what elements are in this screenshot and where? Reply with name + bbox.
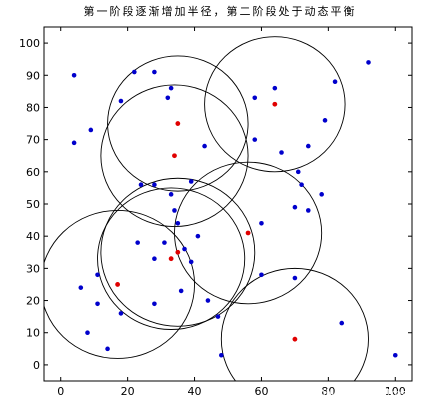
red-point-3	[245, 230, 251, 236]
red-point-4	[168, 256, 174, 262]
blue-point-32	[252, 95, 258, 101]
blue-point-33	[272, 85, 278, 91]
blue-point-29	[105, 346, 110, 352]
chart-title: 第一阶段逐渐增加半径，第二阶段处于动态平衡	[84, 4, 357, 18]
x-tick-label-100: 100	[385, 385, 406, 398]
blue-point-42	[259, 221, 264, 226]
blue-point-4	[132, 69, 137, 75]
x-tick-label-80: 80	[321, 385, 335, 398]
red-point-5	[175, 249, 181, 255]
blue-point-26	[205, 298, 211, 303]
y-tick-label-40: 40	[26, 230, 40, 243]
coverage-circle-4	[100, 177, 256, 327]
blue-point-37	[305, 143, 311, 149]
blue-point-1	[71, 140, 77, 146]
blue-point-25	[178, 288, 184, 294]
blue-point-8	[138, 182, 144, 187]
blue-point-36	[295, 169, 301, 175]
data-points	[71, 60, 398, 358]
blue-point-27	[215, 314, 221, 319]
blue-point-22	[95, 301, 100, 307]
blue-point-43	[259, 272, 264, 278]
blue-point-6	[165, 95, 171, 101]
blue-point-31	[202, 143, 207, 149]
y-tick-label-100: 100	[19, 37, 40, 50]
y-tick-label-20: 20	[26, 295, 40, 308]
coverage-circle-6	[44, 210, 195, 359]
blue-point-7	[168, 85, 174, 91]
coverage-circle-5	[97, 187, 246, 330]
x-tick-label-60: 60	[254, 385, 268, 398]
blue-point-39	[292, 204, 298, 210]
blue-point-41	[319, 192, 324, 197]
blue-point-38	[299, 182, 304, 187]
axis-ticks: 0 20 40 60 80 100 0 10 20 30 40 50 60 70 80 90 100	[19, 27, 412, 398]
y-tick-label-10: 10	[26, 327, 40, 340]
coverage-circles	[44, 36, 369, 381]
coverage-circle-3	[174, 161, 323, 305]
blue-point-21	[78, 285, 84, 290]
x-tick-label-0: 0	[57, 385, 64, 398]
blue-point-16	[182, 246, 187, 252]
y-tick-label-0: 0	[33, 359, 40, 372]
blue-point-30	[219, 352, 224, 358]
y-tick-label-50: 50	[26, 198, 40, 211]
blue-point-17	[195, 233, 201, 239]
y-tick-label-90: 90	[26, 69, 40, 82]
blue-point-45	[322, 118, 328, 123]
coverage-circle-0	[107, 55, 249, 192]
blue-point-40	[305, 208, 311, 213]
y-tick-label-70: 70	[26, 134, 40, 147]
red-point-2	[272, 101, 278, 107]
blue-point-15	[175, 221, 181, 226]
red-point-7	[292, 336, 298, 342]
blue-point-47	[366, 60, 371, 65]
blue-point-23	[118, 311, 124, 316]
blue-point-44	[292, 275, 298, 281]
red-point-0	[175, 121, 181, 126]
y-tick-label-30: 30	[26, 262, 40, 275]
coverage-circle-2	[204, 36, 346, 173]
blue-point-18	[188, 259, 194, 265]
x-tick-label-40: 40	[188, 385, 202, 398]
coverage-circle-7	[220, 267, 369, 381]
blue-point-34	[252, 137, 258, 142]
blue-point-19	[152, 256, 157, 262]
blue-point-49	[392, 352, 398, 358]
blue-point-9	[152, 182, 157, 187]
blue-point-10	[168, 192, 174, 197]
red-point-1	[172, 153, 177, 159]
blue-point-24	[152, 301, 157, 307]
y-tick-label-60: 60	[26, 166, 40, 179]
blue-point-5	[152, 69, 157, 75]
blue-point-0	[71, 72, 77, 78]
blue-point-11	[188, 179, 194, 184]
blue-point-14	[162, 240, 167, 245]
blue-point-3	[118, 98, 124, 104]
red-point-6	[115, 282, 120, 287]
blue-point-12	[172, 208, 177, 213]
blue-point-2	[88, 127, 94, 133]
blue-point-28	[85, 330, 90, 336]
y-tick-label-80: 80	[26, 101, 40, 114]
blue-point-48	[339, 320, 345, 326]
watermark-text: CSDN @pgar和matlab	[300, 387, 432, 401]
x-tick-label-20: 20	[121, 385, 135, 398]
blue-point-46	[332, 79, 338, 85]
blue-point-20	[95, 272, 100, 278]
blue-point-35	[279, 150, 284, 155]
blue-point-13	[135, 240, 140, 245]
